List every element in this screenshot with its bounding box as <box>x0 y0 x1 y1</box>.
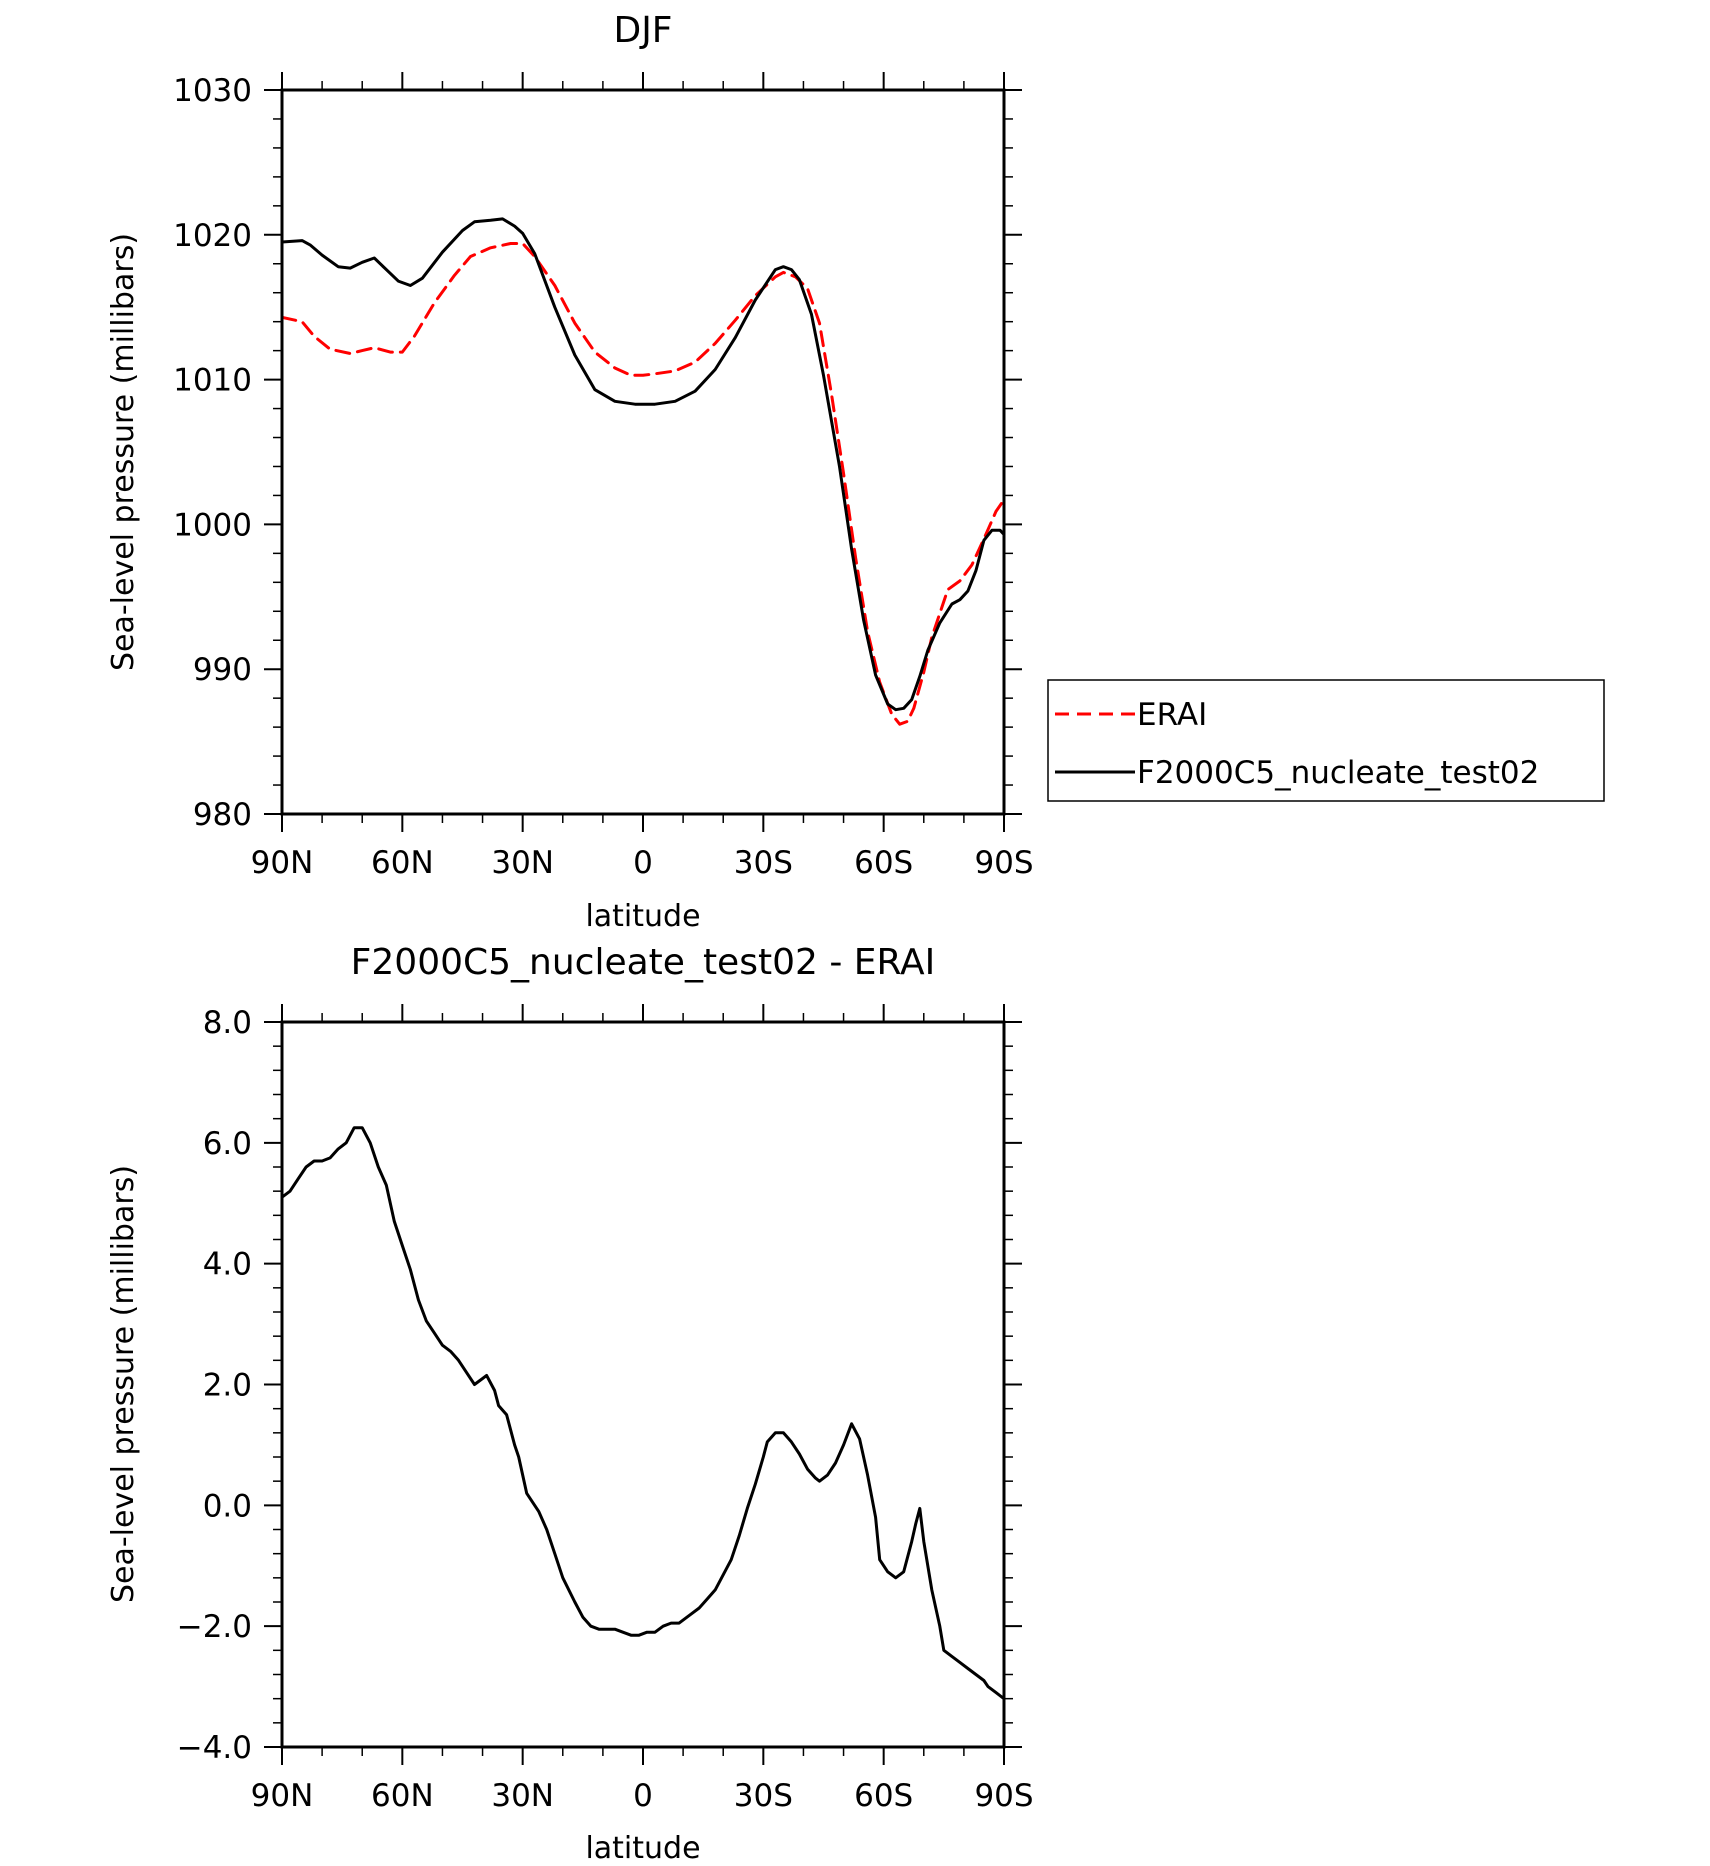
legend-box <box>1047 679 1605 802</box>
x-tick-label: 0 <box>633 845 653 881</box>
legend: ERAI F2000C5_nucleate_test02 <box>1047 679 1605 802</box>
bottom-panel: F2000C5_nucleate_test02 - ERAI 90N 60N 30N… <box>106 942 1034 1866</box>
bottom-panel-series-layer <box>282 1126 1004 1701</box>
x-tick-label: 30N <box>491 1778 554 1814</box>
y-tick-label: −4.0 <box>177 1730 252 1766</box>
y-tick-label: 1030 <box>173 73 252 109</box>
top-panel-x-axis-title: latitude <box>585 899 700 934</box>
top-panel-title: DJF <box>613 10 672 51</box>
x-tick-label: 0 <box>633 1778 653 1814</box>
bottom-panel-y-axis-title: Sea-level pressure (millibars) <box>106 1165 141 1603</box>
x-tick-label: 90S <box>974 845 1033 881</box>
y-tick-label: 1020 <box>173 218 252 254</box>
x-tick-label: 90N <box>251 1778 314 1814</box>
top-panel-ticks: 90N 60N 30N 0 30S 60S 90S 1030 1020 1010 1000 990 98… <box>173 72 1034 881</box>
x-tick-label: 60S <box>854 1778 913 1814</box>
x-tick-label: 60N <box>371 845 434 881</box>
y-tick-label: 8.0 <box>203 1005 252 1041</box>
y-tick-label: 1000 <box>173 507 252 543</box>
y-tick-label: 1010 <box>173 363 252 399</box>
legend-model-label: F2000C5_nucleate_test02 <box>1137 755 1539 791</box>
x-tick-label: 30N <box>491 845 554 881</box>
y-tick-label: 990 <box>193 652 252 688</box>
y-tick-label: 2.0 <box>203 1368 252 1404</box>
x-tick-label: 60S <box>854 845 913 881</box>
top-panel-frame <box>280 88 1006 816</box>
top-panel: DJF 90N 60N 30N 0 30S 60S 90S10301020101010009… <box>106 10 1605 934</box>
series-line-erai <box>282 242 1004 726</box>
x-tick-label: 30S <box>734 845 793 881</box>
bottom-panel-x-axis-title: latitude <box>585 1831 700 1866</box>
bottom-panel-title: F2000C5_nucleate_test02 - ERAI <box>351 942 936 983</box>
bottom-panel-frame <box>280 1020 1006 1749</box>
bottom-panel-ticks: 90N 60N 30N 0 30S 60S 90S 8.0 6.0 4.0 2.0 0.0 −2.0 −4… <box>177 1004 1034 1814</box>
x-tick-label: 90N <box>251 845 314 881</box>
top-panel-y-axis-title: Sea-level pressure (millibars) <box>106 233 141 671</box>
x-tick-label: 90S <box>974 1778 1033 1814</box>
y-tick-label: 6.0 <box>203 1126 252 1162</box>
y-tick-label: 4.0 <box>203 1247 252 1283</box>
series-line-f2000c5-nucleate-test02 <box>282 217 1004 712</box>
y-tick-label: 980 <box>193 797 252 833</box>
series-line-panel1-0 <box>282 1126 1004 1701</box>
x-tick-label: 60N <box>371 1778 434 1814</box>
legend-erai-label: ERAI <box>1137 697 1207 733</box>
y-tick-label: −2.0 <box>177 1609 252 1645</box>
y-tick-label: 0.0 <box>203 1488 252 1524</box>
top-panel-series-layer <box>282 217 1004 726</box>
x-tick-label: 30S <box>734 1778 793 1814</box>
